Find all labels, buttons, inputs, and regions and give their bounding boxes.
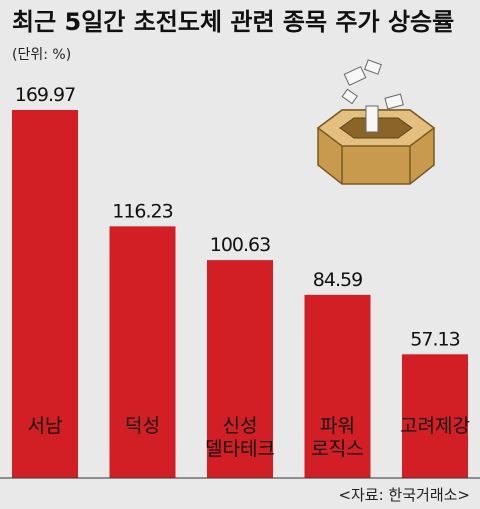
category-label-1-line-1: 서남	[28, 415, 63, 437]
category-label-4-line-1: 파워	[320, 415, 355, 437]
value-label-5: 57.13	[410, 328, 459, 350]
ballot-box-icon	[316, 59, 436, 185]
bar-5	[402, 354, 468, 478]
value-label-1: 169.97	[15, 84, 75, 106]
category-label-3-line-1: 신성	[223, 415, 258, 437]
unit-label: (단위: %)	[12, 47, 71, 63]
chart-title: 최근 5일간 초전도체 관련 종목 주가 상승률	[12, 8, 454, 36]
bar-2	[109, 226, 176, 478]
bars-group	[12, 110, 468, 478]
value-label-2: 116.23	[112, 200, 172, 222]
bar-4	[304, 294, 371, 478]
bar-3	[207, 260, 273, 478]
source-label: <자료: 한국거래소>	[338, 486, 470, 504]
category-label-5-line-1: 고려제강	[400, 415, 470, 437]
category-label-2-line-1: 덕성	[125, 415, 160, 437]
value-label-3: 100.63	[210, 234, 270, 256]
value-labels-group: 169.97 116.23 100.63 84.59 57.13	[15, 84, 461, 350]
category-label-3-line-2: 델타테크	[205, 438, 275, 460]
bar-1	[12, 110, 78, 478]
category-label-4-line-2: 로직스	[311, 438, 363, 460]
value-label-4: 84.59	[313, 269, 362, 291]
